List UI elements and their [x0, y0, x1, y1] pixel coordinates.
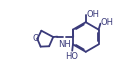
- Text: O: O: [33, 34, 39, 43]
- Text: HO: HO: [65, 52, 78, 61]
- Text: OH: OH: [86, 10, 99, 19]
- Text: OH: OH: [101, 18, 114, 27]
- Text: NH: NH: [58, 40, 71, 49]
